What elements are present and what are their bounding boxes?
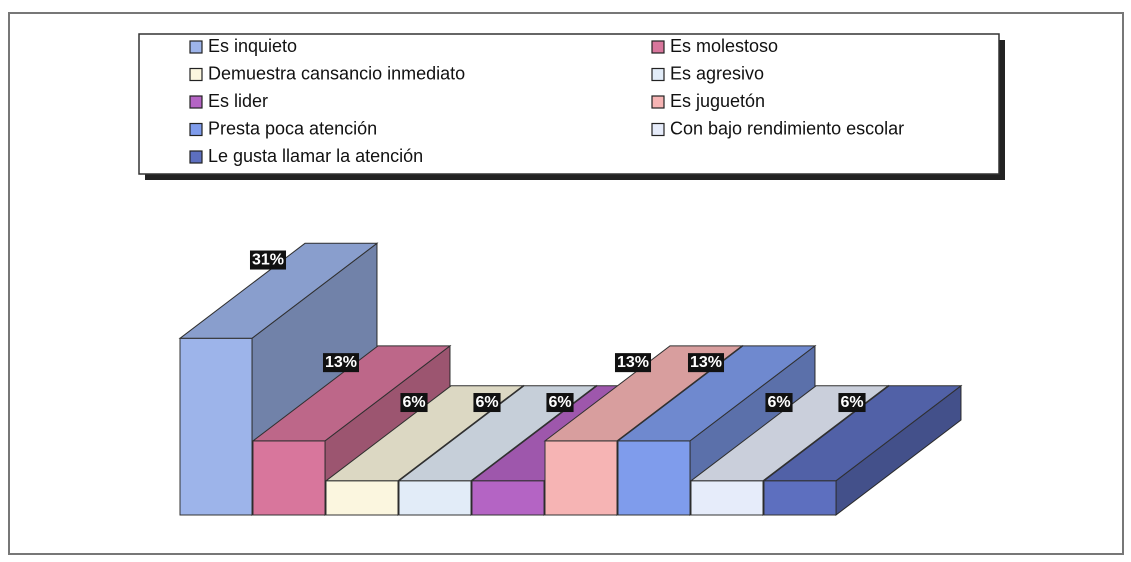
bar-front: [179, 337, 253, 516]
legend-swatch: [651, 122, 665, 137]
legend-label: Demuestra cansancio inmediato: [208, 63, 465, 83]
legend-label: Presta poca atención: [208, 118, 377, 138]
legend-label: Es lider: [208, 91, 268, 111]
value-label-box: [765, 393, 793, 413]
value-label-box: [546, 393, 574, 413]
value-label-box: [838, 393, 866, 413]
value-label-box: [400, 393, 428, 413]
value-label-box: [614, 353, 652, 373]
legend-swatch: [189, 67, 203, 82]
legend-swatch: [189, 95, 203, 109]
bar-top-shade: [764, 385, 961, 481]
legend-swatch: [189, 40, 203, 54]
value-label: 13%: [617, 354, 649, 371]
bar-top: [251, 345, 452, 442]
legend-label: Con bajo rendimiento escolar: [670, 118, 904, 138]
value-label: 6%: [767, 394, 790, 411]
value-label: 13%: [325, 354, 357, 371]
legend-label: Es inquieto: [208, 36, 297, 56]
bar-front: [617, 440, 691, 516]
bar-front: [690, 480, 764, 516]
value-label-box: [249, 250, 287, 270]
legend-swatch: [651, 40, 665, 54]
value-label: 6%: [475, 394, 498, 411]
bar-front: [471, 480, 545, 516]
bar-side-shade: [836, 385, 961, 515]
value-label: 6%: [548, 394, 571, 411]
value-label: 6%: [840, 394, 863, 411]
value-label-box: [687, 353, 725, 373]
bar-front: [763, 480, 837, 516]
bar: [762, 384, 963, 517]
legend-label: Es agresivo: [670, 63, 764, 83]
bar-top: [178, 242, 379, 339]
value-label-box: [473, 393, 501, 413]
value-label-box: [322, 353, 360, 373]
value-label: 31%: [252, 252, 284, 269]
value-label: 6%: [402, 394, 425, 411]
legend-swatch: [189, 150, 203, 164]
legend-swatch: [189, 122, 203, 137]
legend: [138, 33, 1000, 175]
legend-label: Es juguetón: [670, 91, 765, 111]
legend-swatch: [651, 67, 665, 82]
bar-top: [762, 385, 963, 482]
legend-items: Es inquieto Es molestoso Demuestra cansanc…: [189, 36, 904, 166]
bars: 31% 13% 6% 6% 6% 13% 13% 6% 6%: [178, 242, 963, 517]
legend-swatch: [651, 95, 665, 109]
bar-front: [325, 480, 399, 516]
value-label: 13%: [690, 354, 722, 371]
bar-top-shade: [618, 345, 815, 441]
bar-front: [398, 480, 472, 516]
bar-top: [616, 345, 817, 442]
legend-label: Le gusta llamar la atención: [208, 146, 423, 166]
legend-label: Es molestoso: [670, 36, 778, 56]
bar-top-shade: [180, 243, 377, 339]
bar-front: [252, 440, 326, 516]
bar-top-shade: [253, 345, 450, 441]
bar-front: [544, 440, 618, 516]
